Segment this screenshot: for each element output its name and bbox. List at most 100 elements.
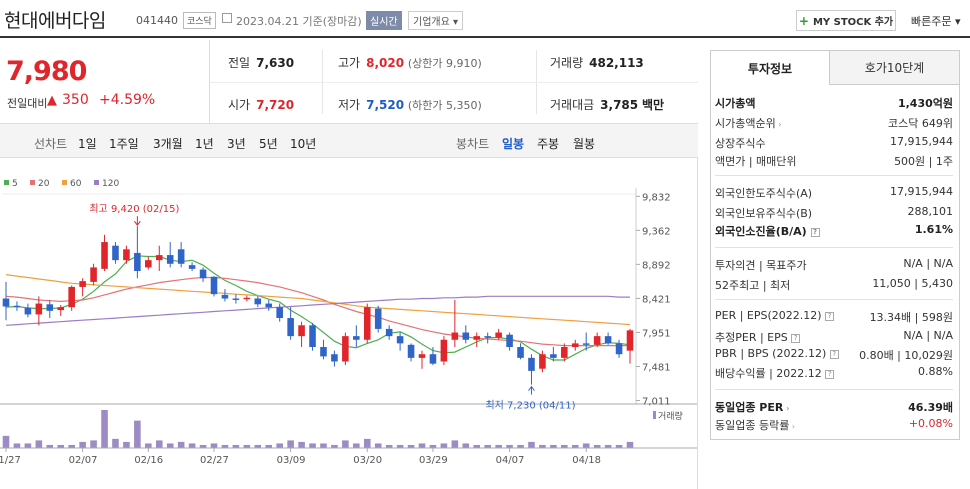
x-tick-label: 03/20 — [353, 455, 382, 466]
volume-bar — [35, 440, 43, 448]
info-key: PBR | BPS (2022.12) ? — [715, 347, 839, 360]
info-key: 투자의견 | 목표주가 — [715, 259, 807, 272]
tab-order-book[interactable]: 호가10단계 — [830, 51, 959, 85]
period-1d[interactable]: 1일 — [78, 137, 97, 151]
candle-chart-tab[interactable]: 봉차트 — [456, 137, 490, 151]
period-1w[interactable]: 1주일 — [109, 137, 139, 151]
x-tick-label: 03/29 — [419, 455, 448, 466]
info-value: 17,915,944 — [890, 135, 953, 148]
y-tick-label: 8,421 — [642, 294, 671, 305]
volume-bar — [90, 440, 97, 448]
info-key: 외국인보유주식수(B) — [715, 207, 813, 220]
volume-bar — [57, 444, 65, 448]
add-mystock-label: MY STOCK 추가 — [812, 17, 894, 28]
open-value: 7,720 — [256, 98, 295, 112]
price-chart[interactable]: 5 20 60 120 9,832 9,362 8,892 8,421 7,951 7,481 7,… — [0, 158, 698, 489]
candle-body — [254, 298, 262, 305]
divider — [715, 175, 953, 176]
candle-body — [35, 303, 43, 315]
volume-bar — [604, 444, 612, 448]
volume-bar — [188, 443, 196, 448]
volume-bar — [528, 441, 535, 448]
volume-bar — [593, 444, 601, 448]
info-row: 외국인보유주식수(B) 288,101 — [715, 205, 953, 223]
x-tick-label: 02/16 — [134, 455, 163, 466]
volume-legend-swatch — [653, 411, 656, 419]
info-key[interactable]: 동일업종 PER › — [715, 401, 790, 414]
tab-investment-info[interactable]: 투자정보 — [711, 51, 830, 85]
volume-bar — [418, 443, 426, 448]
volume-bar — [254, 444, 262, 448]
volume-bar — [582, 443, 590, 448]
line-chart-tab[interactable]: 선차트 — [34, 137, 68, 151]
volume-bar — [46, 444, 54, 448]
period-5y[interactable]: 5년 — [259, 137, 278, 151]
candle-body — [155, 255, 163, 261]
volume-bar — [407, 444, 415, 448]
candle-body — [232, 298, 240, 300]
company-overview-dropdown[interactable]: 기업개요 ▾ — [408, 11, 463, 30]
info-key: 52주최고 | 최저 — [715, 279, 791, 292]
open-label: 시가 — [228, 98, 251, 112]
change-percent: +4.59% — [99, 92, 156, 108]
quick-order-dropdown[interactable]: 빠른주문 ▾ — [911, 15, 961, 28]
chevron-right-icon[interactable]: › — [783, 404, 790, 413]
info-value: 46.39배 — [908, 401, 953, 414]
period-3m[interactable]: 3개월 — [153, 137, 183, 151]
moving-average-line — [5, 255, 631, 361]
volume-bar — [123, 441, 130, 448]
candle-body — [363, 307, 371, 340]
help-icon[interactable]: ? — [810, 227, 820, 237]
volume-bar — [68, 444, 75, 448]
legend-swatch — [4, 180, 9, 185]
prev-close-value: 7,630 — [256, 56, 295, 70]
y-tick-label: 7,951 — [642, 328, 671, 339]
info-value: 1,430억원 — [897, 97, 953, 110]
candle-body — [287, 318, 294, 337]
info-key: 상장주식수 — [715, 137, 766, 150]
realtime-button[interactable]: 실시간 — [366, 11, 402, 30]
candle-body — [407, 344, 415, 358]
monthly-candle-tab[interactable]: 월봉 — [573, 137, 596, 151]
period-1y[interactable]: 1년 — [195, 137, 214, 151]
help-icon[interactable]: ? — [791, 333, 801, 343]
volume-bar — [396, 444, 404, 448]
info-value: 1.61% — [914, 223, 953, 236]
info-key[interactable]: 시가총액순위 › — [715, 117, 782, 130]
volume-bar — [177, 441, 185, 448]
info-row: 동일업종 PER › 46.39배 — [715, 399, 953, 417]
period-3y[interactable]: 3년 — [227, 137, 246, 151]
daily-candle-tab[interactable]: 일봉 — [502, 137, 525, 151]
candle-body — [79, 281, 86, 287]
weekly-candle-tab[interactable]: 주봉 — [537, 137, 560, 151]
help-icon[interactable]: ? — [825, 311, 835, 321]
market-badge: 코스닥 — [183, 12, 216, 29]
volume-bar — [287, 440, 294, 448]
chevron-right-icon[interactable]: › — [789, 422, 796, 431]
y-tick-label: 7,481 — [642, 362, 671, 373]
high-annotation: 최고 9,420 (02/15) — [89, 203, 179, 215]
help-icon[interactable]: ? — [825, 369, 835, 379]
moving-average-line — [5, 276, 630, 347]
info-value: 13.34배 | 598원 — [869, 311, 953, 324]
candle-body — [243, 297, 251, 300]
info-key: 추정PER | EPS ? — [715, 329, 801, 345]
period-10y[interactable]: 10년 — [290, 137, 317, 151]
info-row: PER | EPS(2022.12) ? 13.34배 | 598원 — [715, 309, 953, 327]
y-tick-label: 9,832 — [642, 192, 671, 203]
divider — [715, 247, 953, 248]
info-row: 외국인소진율(B/A) ? 1.61% — [715, 223, 953, 241]
info-key[interactable]: 동일업종 등락률 › — [715, 419, 796, 432]
legend-swatch — [62, 180, 67, 185]
volume-bar — [363, 438, 371, 448]
candle-body — [221, 294, 229, 299]
candle-body — [177, 249, 185, 264]
candle-body — [123, 249, 130, 261]
candle-body — [528, 357, 535, 371]
y-tick-label: 8,892 — [642, 260, 671, 271]
volume-bar — [210, 443, 218, 448]
chevron-right-icon[interactable]: › — [775, 120, 782, 129]
help-icon[interactable]: ? — [829, 349, 839, 359]
add-mystock-button[interactable]: + MY STOCK 추가 — [796, 10, 896, 31]
volume-bar — [571, 444, 579, 448]
